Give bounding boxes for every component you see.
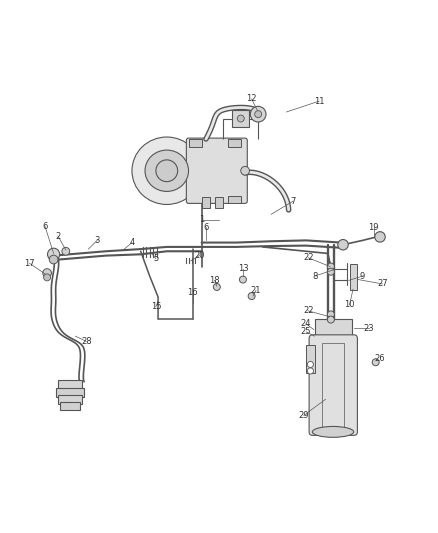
Circle shape [44,274,50,281]
Text: 12: 12 [247,94,257,103]
Circle shape [62,247,70,255]
Circle shape [307,368,314,374]
Text: 10: 10 [344,300,355,309]
Text: 5: 5 [153,254,159,263]
Bar [315,319,352,341]
Circle shape [248,293,255,300]
Text: 1: 1 [199,215,204,224]
Ellipse shape [312,426,354,437]
Text: 13: 13 [238,264,248,273]
Bar [58,379,82,391]
Bar [350,264,357,290]
Circle shape [375,232,385,242]
Text: 15: 15 [151,302,161,311]
Text: 21: 21 [251,286,261,295]
Bar [56,389,84,397]
Bar [201,197,210,208]
Text: 29: 29 [299,411,309,420]
Bar [60,402,80,410]
FancyBboxPatch shape [186,138,247,204]
Circle shape [327,268,334,275]
Bar [322,343,344,427]
Bar [188,139,201,147]
Text: 22: 22 [303,306,314,316]
Text: 18: 18 [209,276,220,285]
Text: 6: 6 [42,222,48,231]
Text: 17: 17 [25,259,35,268]
Circle shape [43,269,51,277]
Text: 23: 23 [364,324,374,333]
Ellipse shape [145,150,188,191]
Text: 8: 8 [312,272,318,280]
Bar [232,110,250,127]
Circle shape [327,316,334,323]
Circle shape [372,359,379,366]
Text: 25: 25 [301,327,311,336]
Text: 20: 20 [194,251,205,260]
Bar [228,196,241,204]
Text: 2: 2 [55,231,60,240]
Circle shape [47,248,60,261]
FancyBboxPatch shape [309,335,357,435]
Text: 4: 4 [129,238,134,247]
Text: 6: 6 [203,223,208,232]
Circle shape [327,263,334,270]
Text: 19: 19 [368,223,379,232]
Circle shape [156,160,178,182]
Text: 16: 16 [187,288,198,297]
Text: 3: 3 [95,236,100,245]
Bar [215,197,223,208]
Circle shape [327,311,334,318]
Circle shape [254,111,261,118]
Circle shape [213,284,220,290]
Text: 26: 26 [375,354,385,364]
Text: 22: 22 [303,253,314,262]
Circle shape [49,255,58,264]
Circle shape [251,107,266,122]
Text: 9: 9 [360,272,365,280]
Circle shape [241,166,250,175]
Text: 7: 7 [290,197,296,206]
Circle shape [237,115,244,122]
Text: 11: 11 [314,96,325,106]
Text: 27: 27 [377,279,388,288]
Ellipse shape [132,137,201,205]
Circle shape [240,276,247,283]
Bar [58,395,82,403]
Circle shape [307,361,314,367]
Text: 28: 28 [81,337,92,346]
Circle shape [338,239,348,250]
Bar [228,139,241,147]
Text: 24: 24 [301,319,311,328]
Bar [306,345,315,373]
